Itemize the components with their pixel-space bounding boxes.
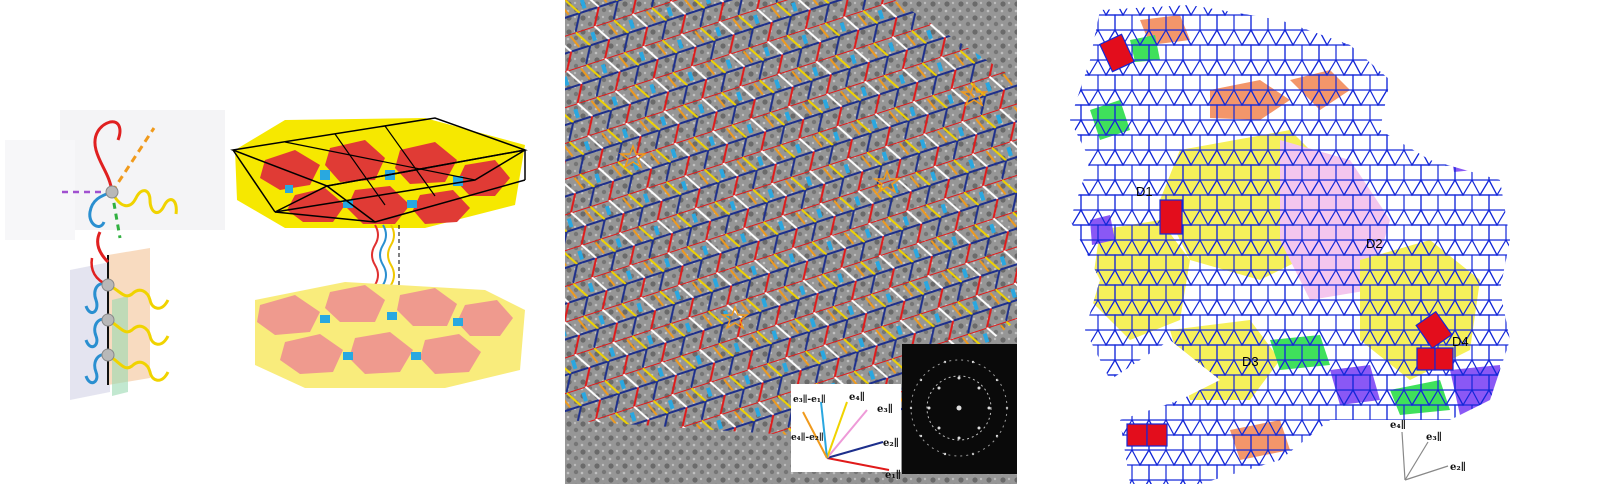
basis-label-e2: e₂∥	[1450, 461, 1466, 473]
panel-tiling-domains: D1 D2 D3 D4 e₄∥ e₃∥ e₂∥	[1030, 0, 1600, 484]
domain-label-d1: D1	[1136, 184, 1153, 199]
domain-label-d4: D4	[1452, 334, 1469, 349]
basis-vectors: e₄∥ e₃∥ e₂∥	[1390, 419, 1466, 481]
panel-molecule-schematic	[0, 0, 225, 484]
vector-label-e3: e₃∥	[877, 403, 893, 415]
vector-label-e3-minus-e1: e₃∥-e₁∥	[793, 394, 826, 405]
lower-layer	[255, 282, 525, 388]
vector-label-e2: e₂∥	[883, 437, 899, 449]
vector-label-e1: e₁∥	[885, 469, 901, 481]
domain-label-d3: D3	[1242, 354, 1259, 369]
panel-layer-schematic	[225, 0, 565, 484]
basis-label-e4: e₄∥	[1390, 419, 1406, 431]
vector-label-e4-minus-e2: e₄∥-e₂∥	[791, 432, 824, 443]
basis-label-e3: e₃∥	[1426, 431, 1442, 443]
diffraction-inset	[902, 344, 1017, 474]
domain-label-d2: D2	[1366, 236, 1383, 251]
upper-layer	[230, 117, 528, 228]
vector-key: e₁∥ e₂∥ e₃∥ e₄∥ e₃∥-e₁∥ e₄∥-e₂∥	[791, 384, 901, 481]
vector-label-e4: e₄∥	[849, 391, 865, 403]
panel-micrograph-overlay: e₁∥ e₂∥ e₃∥ e₄∥ e₃∥-e₁∥ e₄∥-e₂∥	[565, 0, 1030, 484]
